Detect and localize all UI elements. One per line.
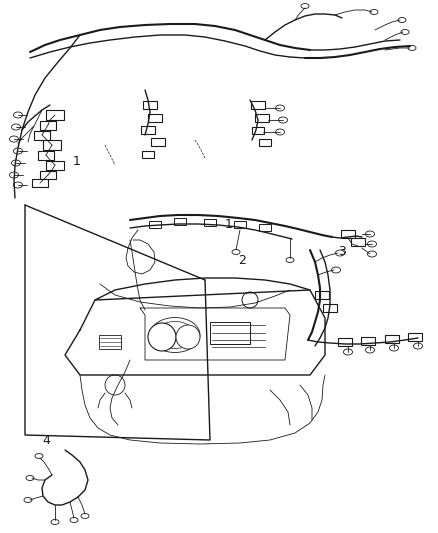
Bar <box>323 304 337 312</box>
Bar <box>252 126 264 133</box>
Ellipse shape <box>232 249 240 254</box>
Bar <box>385 335 399 343</box>
Text: 3: 3 <box>338 245 346 258</box>
Ellipse shape <box>11 124 21 130</box>
Ellipse shape <box>276 105 285 111</box>
Ellipse shape <box>10 136 18 142</box>
Bar <box>251 101 265 109</box>
Bar <box>255 114 269 122</box>
Ellipse shape <box>389 345 399 351</box>
Bar <box>32 179 48 187</box>
Ellipse shape <box>408 45 416 51</box>
Ellipse shape <box>70 518 78 522</box>
Bar <box>204 219 216 225</box>
Ellipse shape <box>367 241 377 247</box>
Bar <box>174 217 186 224</box>
Ellipse shape <box>367 251 377 257</box>
Bar <box>40 171 56 179</box>
Bar <box>351 238 365 246</box>
Ellipse shape <box>286 257 294 262</box>
Ellipse shape <box>155 321 195 349</box>
Ellipse shape <box>332 267 340 273</box>
Bar <box>338 338 352 346</box>
Ellipse shape <box>150 318 200 352</box>
Ellipse shape <box>365 347 374 353</box>
Bar <box>46 110 64 120</box>
Ellipse shape <box>81 513 89 519</box>
Ellipse shape <box>401 29 409 35</box>
Bar <box>43 140 61 150</box>
Bar <box>46 160 64 169</box>
Circle shape <box>242 292 258 308</box>
Bar <box>151 138 165 146</box>
Ellipse shape <box>51 520 59 524</box>
Bar <box>315 291 329 299</box>
Ellipse shape <box>336 250 345 256</box>
Text: 4: 4 <box>42 434 50 447</box>
Bar <box>141 126 155 134</box>
Text: 1: 1 <box>225 218 233 231</box>
Bar <box>259 223 271 230</box>
Bar <box>361 337 375 345</box>
Circle shape <box>148 323 176 351</box>
Bar <box>148 114 162 122</box>
Ellipse shape <box>11 160 21 166</box>
Ellipse shape <box>35 454 43 458</box>
Ellipse shape <box>398 18 406 22</box>
Ellipse shape <box>24 497 32 503</box>
Ellipse shape <box>370 10 378 14</box>
Bar <box>40 120 56 130</box>
Ellipse shape <box>365 231 374 237</box>
Bar <box>38 150 54 159</box>
Bar <box>210 322 250 344</box>
Ellipse shape <box>343 349 353 355</box>
Ellipse shape <box>14 112 22 118</box>
Ellipse shape <box>26 475 34 481</box>
Ellipse shape <box>276 129 285 135</box>
Circle shape <box>105 375 125 395</box>
Text: 1: 1 <box>73 155 81 168</box>
Bar <box>34 131 50 140</box>
Bar <box>341 230 355 238</box>
Ellipse shape <box>413 343 423 349</box>
Ellipse shape <box>14 148 22 154</box>
Circle shape <box>176 325 200 349</box>
Bar <box>408 333 422 341</box>
Bar <box>149 221 161 228</box>
Text: 2: 2 <box>238 254 246 267</box>
Bar <box>234 221 246 228</box>
Ellipse shape <box>301 4 309 9</box>
Bar <box>142 150 154 157</box>
Bar <box>143 101 157 109</box>
Bar <box>99 335 121 349</box>
Ellipse shape <box>14 182 22 188</box>
Bar <box>259 139 271 146</box>
Ellipse shape <box>10 172 18 178</box>
Ellipse shape <box>279 117 287 123</box>
